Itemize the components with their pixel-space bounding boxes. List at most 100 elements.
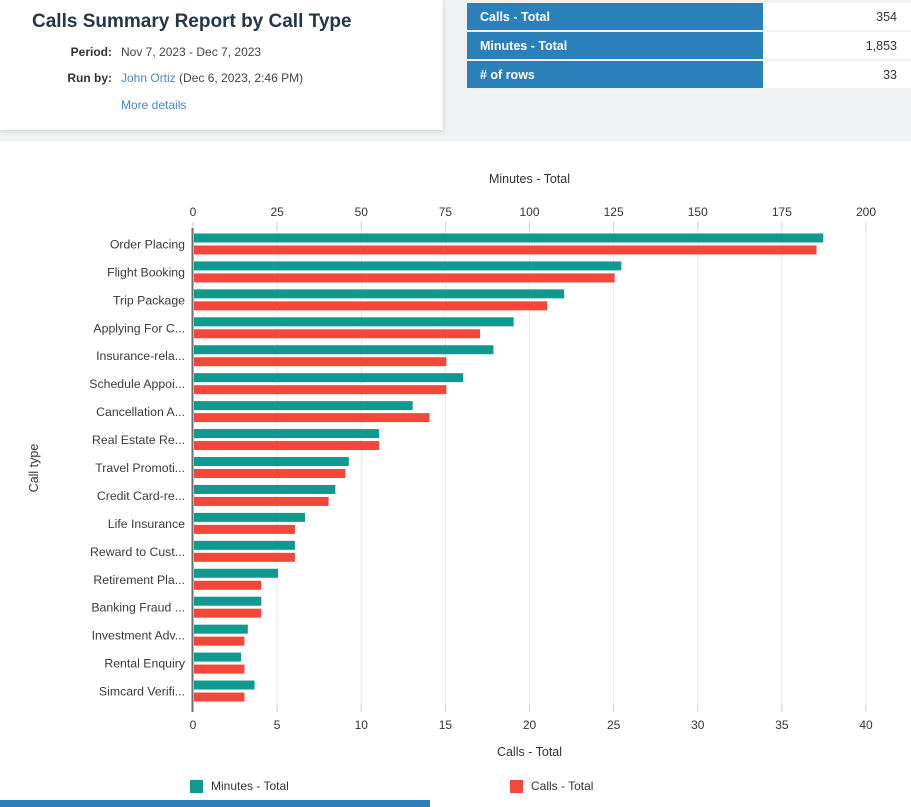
top-axis-tick-label: 175	[772, 205, 792, 219]
bar-calls-total[interactable]	[194, 636, 245, 646]
period-value: Nov 7, 2023 - Dec 7, 2023	[121, 45, 262, 59]
bar-minutes-total[interactable]	[194, 261, 622, 271]
bar-calls-total[interactable]	[194, 357, 447, 367]
category-label: Simcard Verifi...	[99, 685, 185, 699]
bar-minutes-total[interactable]	[194, 512, 306, 522]
bar-calls-total[interactable]	[194, 552, 295, 562]
bottom-axis-tick-label: 15	[439, 718, 453, 732]
bar-minutes-total[interactable]	[194, 429, 380, 439]
next-table-header-strip	[0, 800, 430, 807]
category-label: Order Placing	[110, 237, 185, 251]
bottom-axis-tick-label: 30	[691, 718, 705, 732]
bar-minutes-total[interactable]	[194, 652, 242, 662]
bar-calls-total[interactable]	[194, 469, 346, 478]
category-label: Credit Card-re...	[97, 489, 185, 503]
summary-rows-count-value: 33	[763, 61, 911, 88]
bar-calls-total[interactable]	[194, 329, 481, 339]
legend-item-calls-total[interactable]: Calls - Total	[510, 779, 593, 793]
category-label: Travel Promoti...	[95, 461, 185, 475]
bar-minutes-total[interactable]	[194, 373, 464, 383]
top-axis-title: Minutes - Total	[489, 172, 570, 186]
bar-minutes-total[interactable]	[194, 317, 514, 327]
bar-calls-total[interactable]	[194, 524, 295, 534]
top-axis-tick-label: 25	[270, 205, 284, 219]
bar-minutes-total[interactable]	[194, 624, 248, 634]
more-details-link[interactable]: More details	[121, 98, 187, 112]
legend-item-minutes-total[interactable]: Minutes - Total	[190, 779, 289, 793]
bottom-axis-tick-label: 40	[859, 718, 873, 732]
table-row: Minutes - Total 1,853	[467, 32, 911, 59]
y-axis-title: Call type	[27, 444, 41, 493]
bottom-axis-tick-label: 0	[190, 718, 197, 732]
category-label: Schedule Appoi...	[89, 377, 185, 391]
top-axis-tick-label: 150	[688, 205, 708, 219]
bottom-axis-title: Calls - Total	[497, 745, 562, 759]
bar-minutes-total[interactable]	[194, 457, 349, 466]
category-label: Retirement Pla...	[93, 573, 185, 587]
top-axis-tick-label: 75	[439, 205, 453, 219]
top-axis-tick-label: 100	[519, 205, 539, 219]
bottom-axis-tick-label: 10	[355, 718, 369, 732]
calls-by-type-bar-chart: 0 25 50 75 100 125 150 175 200 0 5 10 15 20 25 30 35 40 Mi…	[27, 172, 876, 759]
category-label: Flight Booking	[107, 265, 185, 279]
period-label: Period:	[70, 45, 112, 59]
summary-rows-count-label: # of rows	[467, 61, 763, 88]
category-label: Banking Fraud ...	[91, 601, 185, 615]
bottom-axis-tick-label: 35	[775, 718, 789, 732]
page-title: Calls Summary Report by Call Type	[32, 11, 352, 32]
legend-label-calls: Calls - Total	[531, 779, 594, 793]
bar-calls-total[interactable]	[194, 385, 447, 395]
summary-minutes-total-value: 1,853	[763, 32, 911, 59]
bar-minutes-total[interactable]	[194, 345, 494, 355]
bar-calls-total[interactable]	[194, 692, 245, 702]
bar-calls-total[interactable]	[194, 441, 380, 451]
summary-minutes-total-label: Minutes - Total	[467, 32, 763, 59]
category-label: Life Insurance	[108, 517, 185, 531]
category-label: Real Estate Re...	[92, 433, 185, 447]
category-label: Rental Enquiry	[104, 657, 186, 671]
bar-minutes-total[interactable]	[194, 401, 413, 411]
bar-calls-total[interactable]	[194, 413, 430, 423]
category-label: Trip Package	[113, 293, 185, 307]
category-label: Cancellation A...	[96, 405, 185, 419]
bar-minutes-total[interactable]	[194, 568, 279, 578]
period-row: Period: Nov 7, 2023 - Dec 7, 2023	[34, 45, 261, 59]
table-row: # of rows 33	[467, 61, 911, 88]
category-label: Investment Adv...	[92, 629, 185, 643]
bar-minutes-total[interactable]	[194, 680, 255, 690]
bar-minutes-total[interactable]	[194, 484, 336, 494]
bar-calls-total[interactable]	[194, 664, 245, 674]
top-axis-tick-label: 125	[604, 205, 624, 219]
bottom-axis-tick-label: 20	[523, 718, 537, 732]
legend-label-minutes: Minutes - Total	[211, 779, 289, 793]
run-by-user-link[interactable]: John Ortiz	[121, 71, 176, 85]
bottom-axis-tick-label: 25	[607, 718, 621, 732]
bar-minutes-total[interactable]	[194, 540, 295, 550]
category-label: Reward to Cust...	[90, 545, 185, 559]
top-axis-tick-label: 50	[355, 205, 369, 219]
report-header-card: Calls Summary Report by Call Type Period…	[0, 0, 443, 130]
bottom-axis-tick-label: 5	[274, 718, 281, 732]
summary-calls-total-label: Calls - Total	[467, 3, 763, 30]
bar-calls-total[interactable]	[194, 273, 615, 283]
top-axis-tick-label: 200	[856, 205, 876, 219]
bar-minutes-total[interactable]	[194, 233, 824, 243]
summary-calls-total-value: 354	[763, 3, 911, 30]
table-row: Calls - Total 354	[467, 3, 911, 30]
category-label: Applying For C...	[93, 321, 185, 335]
bar-calls-total[interactable]	[194, 301, 548, 311]
run-by-timestamp: (Dec 6, 2023, 2:46 PM)	[179, 71, 304, 85]
bar-minutes-total[interactable]	[194, 596, 262, 606]
bar-calls-total[interactable]	[194, 608, 262, 618]
bar-minutes-total[interactable]	[194, 289, 565, 299]
legend-swatch-calls-icon	[510, 779, 523, 793]
run-by-label: Run by:	[67, 71, 112, 85]
bar-calls-total[interactable]	[194, 496, 329, 506]
run-by-value: John Ortiz (Dec 6, 2023, 2:46 PM)	[121, 71, 303, 85]
bar-calls-total[interactable]	[194, 580, 262, 590]
bar-calls-total[interactable]	[194, 245, 817, 255]
category-label: Insurance-rela...	[96, 349, 185, 363]
summary-table: Calls - Total 354 Minutes - Total 1,853 …	[467, 3, 911, 90]
top-axis-tick-label: 0	[190, 205, 197, 219]
